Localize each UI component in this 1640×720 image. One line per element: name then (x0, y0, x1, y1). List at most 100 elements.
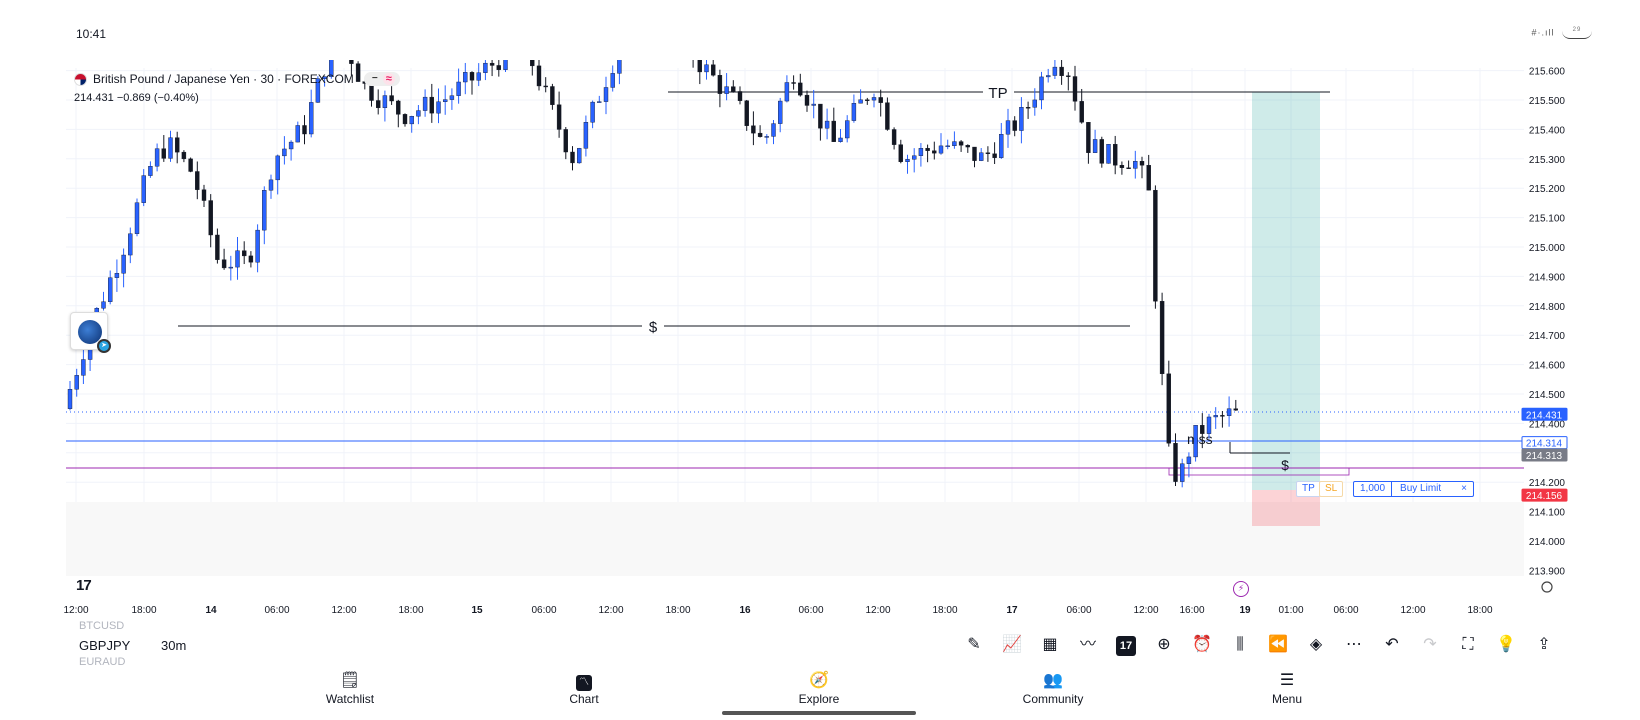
nav-community[interactable]: 👥 Community (993, 670, 1113, 706)
prev-symbol[interactable]: BTCUSD (79, 620, 125, 632)
more-icon[interactable]: ⋯ (1346, 636, 1362, 653)
approx-data-icon[interactable]: ≈ (382, 73, 395, 85)
candle-body (811, 103, 816, 106)
nav-explore[interactable]: 🧭 Explore (759, 670, 879, 706)
candle-body (369, 83, 374, 101)
alert-icon[interactable]: ⏰ (1192, 636, 1212, 653)
order-type[interactable]: Buy Limit (1400, 483, 1442, 494)
legend-badges[interactable]: − ≈ (363, 72, 400, 86)
candle-body (831, 120, 836, 142)
collapse-legend-icon[interactable]: − (371, 73, 378, 84)
symbol-selector[interactable]: GBPJPY (79, 638, 131, 653)
floating-avatar[interactable]: ➤ (70, 312, 111, 353)
replay-icon[interactable]: ⏪ (1268, 636, 1288, 653)
time-axis-label: 16:00 (1179, 605, 1204, 616)
symbol-title[interactable]: British Pound / Japanese Yen · 30 · FORE… (93, 72, 354, 86)
order-tp-button[interactable]: TP (1296, 481, 1321, 497)
next-symbol[interactable]: EURAUD (79, 656, 126, 668)
undo-icon[interactable]: ↶ (1385, 636, 1399, 653)
interval-selector[interactable]: 30m (161, 638, 187, 653)
layers-icon[interactable]: ◈ (1309, 636, 1323, 653)
indicators-icon[interactable]: 📈 (1002, 636, 1022, 653)
liquidity-label-small: $ (1281, 457, 1289, 473)
candle-body (1059, 66, 1064, 76)
candle-body (1159, 301, 1165, 375)
candle-body (925, 148, 930, 151)
pending-order[interactable]: 1,000 Buy Limit × (1353, 481, 1474, 497)
tradingview-icon[interactable]: 17 (1107, 632, 1145, 658)
order-sl-button[interactable]: SL (1319, 481, 1344, 497)
compare-icon[interactable]: 〰 (1079, 636, 1096, 653)
time-axis-label: 18:00 (131, 605, 156, 616)
price-chart[interactable]: TP $ mss $ 216.000215.800215.700215.6002… (0, 60, 1640, 624)
chart-area[interactable]: TP $ mss $ 216.000215.800215.700215.6002… (0, 60, 1640, 624)
candle-body (309, 102, 314, 135)
home-indicator[interactable] (722, 711, 916, 715)
price-change: 214.431 −0.869 (−0.40%) (74, 92, 199, 104)
candle-body (1146, 165, 1151, 191)
flash-icon[interactable]: ⚡ (1233, 581, 1249, 597)
nav-chart[interactable]: 〽 Chart (524, 670, 644, 706)
candle-body (1200, 425, 1205, 434)
candle-body (154, 148, 160, 167)
candle-body (101, 301, 106, 309)
candle-body (449, 95, 455, 100)
candle-body (188, 158, 193, 172)
candle-body (1066, 75, 1071, 77)
share-icon[interactable]: ⇪ (1537, 636, 1551, 653)
candle-body (389, 95, 394, 102)
redo-icon[interactable]: ↷ (1423, 636, 1437, 653)
close-icon[interactable]: × (1461, 483, 1467, 494)
candle-body (804, 94, 810, 106)
candle-body (851, 103, 857, 121)
candle-body (952, 141, 957, 147)
nav-watchlist[interactable]: 🗒 Watchlist (290, 670, 410, 706)
candle-body (1119, 165, 1125, 168)
candle-body (985, 152, 991, 154)
status-time: 10:41 (76, 27, 107, 41)
price-axis[interactable]: 216.000215.800215.700215.600215.500215.4… (1529, 60, 1566, 578)
candle-body (757, 132, 763, 137)
add-icon[interactable]: ⊕ (1157, 636, 1171, 653)
candle-body (771, 123, 776, 137)
candle-body (114, 273, 120, 278)
nav-menu[interactable]: ☰ Menu (1227, 670, 1347, 706)
candle-body (918, 148, 924, 156)
order-quantity[interactable]: 1,000 (1354, 482, 1393, 496)
chart-legend[interactable]: British Pound / Japanese Yen · 30 · FORE… (74, 72, 400, 86)
telegram-icon[interactable]: ➤ (97, 339, 111, 353)
candle-body (530, 60, 535, 67)
price-badge (1521, 488, 1568, 502)
ideas-icon[interactable]: 💡 (1496, 636, 1516, 653)
candles-icon[interactable]: ⫼ (1236, 636, 1244, 653)
candle-body (235, 250, 240, 268)
time-axis[interactable]: 12:00 18:00 14 06:00 12:00 18:00 15 06:00 12:00 1… (63, 605, 1492, 616)
candle-body (349, 60, 354, 64)
chart-settings-icon[interactable] (1541, 581, 1553, 593)
compass-icon: 🧭 (809, 672, 829, 689)
candle-body (436, 101, 441, 114)
time-axis-label: 18:00 (665, 605, 690, 616)
tp-zone[interactable] (1252, 92, 1320, 490)
nav-watchlist-label: Watchlist (325, 692, 375, 706)
time-axis-label: 18:00 (932, 605, 957, 616)
candle-body (858, 99, 863, 104)
candle-body (1213, 415, 1218, 418)
templates-icon[interactable]: ▦ (1042, 636, 1058, 653)
candle-body (1126, 167, 1131, 169)
order-range-box[interactable] (1168, 467, 1350, 476)
candle-body (463, 72, 468, 83)
price-axis-label: 215.300 (1529, 155, 1566, 166)
candles[interactable] (67, 60, 1239, 488)
bottom-nav: 🗒 Watchlist 〽 Chart 🧭 Explore 👥 Communit… (0, 666, 1640, 720)
candle-body (1106, 144, 1111, 164)
pencil-icon[interactable]: ✎ (967, 636, 981, 653)
candle-body (376, 100, 381, 109)
time-axis-label: 06:00 (1066, 605, 1091, 616)
candle-body (791, 82, 796, 84)
price-axis-label: 214.900 (1529, 272, 1566, 283)
candle-body (1032, 99, 1038, 108)
status-icons: #·.ıll 29 (1531, 27, 1592, 39)
gbp-jpy-flag-icon (74, 72, 87, 86)
fullscreen-icon[interactable]: ⛶ (1462, 636, 1474, 653)
